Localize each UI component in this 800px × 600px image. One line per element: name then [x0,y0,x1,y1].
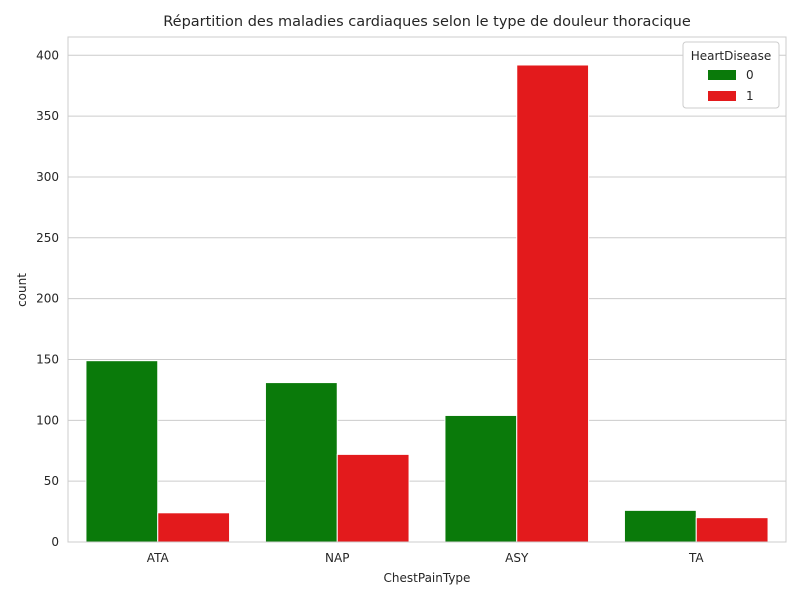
legend: HeartDisease 0 1 [682,41,780,109]
x-tick-label: TA [688,551,704,565]
x-tick-label: ATA [147,551,170,565]
plot-background [68,37,786,542]
y-tick-label: 50 [44,474,59,488]
bar-ta-series-1 [695,517,769,543]
x-axis-ticks: ATA NAP ASY TA [147,551,705,565]
bar-nap-series-1 [336,453,410,543]
chart-title: Répartition des maladies cardiaques selo… [163,14,691,30]
x-axis-label: ChestPainType [384,571,471,585]
plot-area [67,36,787,543]
legend-label: 1 [746,89,754,103]
x-tick-label: NAP [325,551,349,565]
y-tick-label: 150 [36,352,59,366]
y-axis-label: count [15,273,29,307]
bar-ata-series-1 [157,512,231,543]
plot-frame [67,36,787,543]
y-grid [68,54,786,543]
x-tick-label: ASY [505,551,529,565]
y-tick-label: 100 [36,413,59,427]
y-tick-label: 0 [51,535,59,549]
y-tick-label: 250 [36,231,59,245]
bar-ata-series-0 [85,360,159,543]
bar-asy-series-1 [516,64,590,543]
legend-title: HeartDisease [691,49,772,63]
y-axis-ticks: 0 50 100 150 200 250 300 350 400 [36,48,59,549]
y-tick-label: 300 [36,170,59,184]
bars [85,64,769,543]
bar-ta-series-0 [623,509,697,543]
y-tick-label: 400 [36,48,59,62]
legend-swatch [708,91,736,101]
y-tick-label: 200 [36,292,59,306]
y-tick-label: 350 [36,109,59,123]
legend-label: 0 [746,68,754,82]
bar-asy-series-0 [444,414,518,543]
bar-nap-series-0 [264,382,338,543]
legend-swatch [708,70,736,80]
